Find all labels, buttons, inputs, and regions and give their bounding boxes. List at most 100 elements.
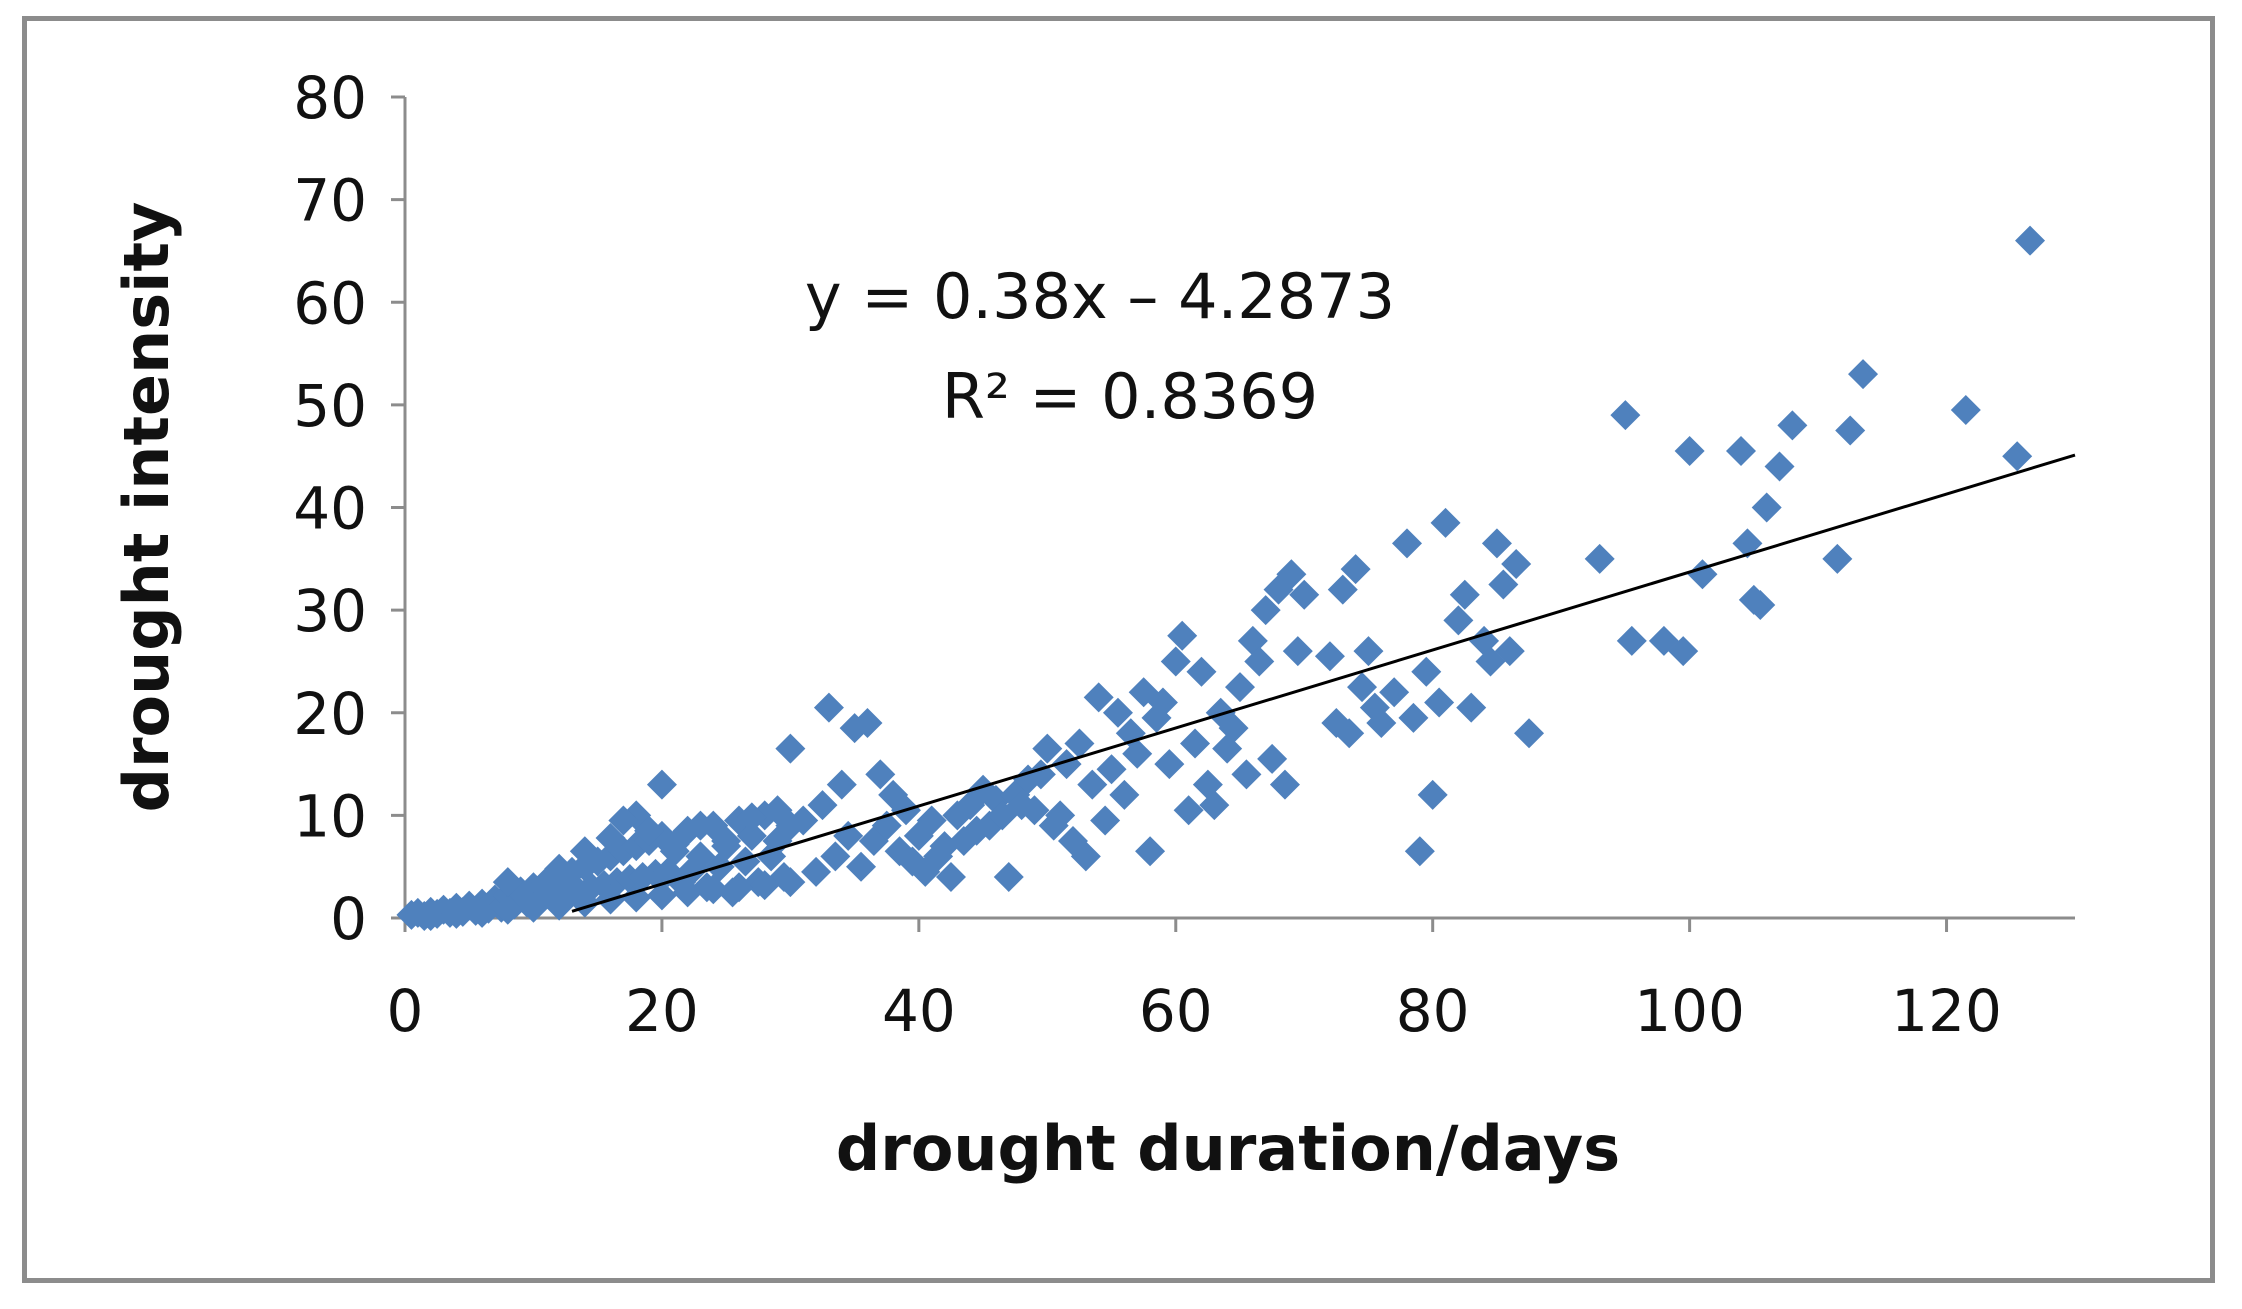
data-point	[749, 870, 780, 901]
data-point	[1327, 574, 1358, 605]
data-point	[1777, 410, 1808, 441]
data-point	[1674, 436, 1705, 467]
x-tick-label: 80	[1396, 977, 1470, 1045]
data-point	[1032, 733, 1063, 764]
x-tick-label: 20	[625, 977, 699, 1045]
data-point	[1199, 790, 1230, 821]
data-point	[518, 892, 549, 923]
data-point	[1404, 836, 1435, 867]
x-axis-title: drought duration/days	[836, 1112, 1620, 1185]
data-point	[1225, 672, 1255, 703]
x-tick-label: 0	[387, 977, 424, 1045]
data-point	[1135, 836, 1166, 867]
data-point	[762, 795, 793, 826]
data-point	[736, 802, 767, 833]
data-point	[935, 861, 966, 892]
data-point	[1109, 779, 1140, 810]
data-point	[1019, 795, 1050, 826]
data-point	[1077, 769, 1108, 800]
data-point	[1231, 759, 1262, 790]
data-point	[1186, 656, 1217, 687]
y-tick-label: 50	[293, 372, 367, 440]
data-point	[1289, 579, 1320, 610]
data-point	[1353, 636, 1384, 667]
data-point	[1051, 749, 1082, 780]
data-point	[1173, 795, 1204, 826]
data-point	[1250, 595, 1281, 626]
data-point	[1340, 554, 1371, 585]
data-point	[1160, 646, 1191, 677]
data-point	[1045, 800, 1076, 831]
data-point	[1745, 589, 1776, 620]
data-point	[1443, 605, 1474, 636]
data-point	[1616, 625, 1647, 656]
data-point	[852, 708, 883, 739]
data-point	[544, 890, 575, 921]
data-point	[807, 790, 838, 821]
data-point	[1398, 702, 1429, 733]
data-point	[1083, 682, 1114, 713]
x-tick-label: 100	[1634, 977, 1745, 1045]
y-tick-label: 0	[330, 885, 367, 953]
data-point	[1282, 636, 1313, 667]
data-point	[788, 805, 819, 836]
data-point	[1070, 841, 1101, 872]
data-point	[1147, 687, 1178, 718]
y-tick-label: 80	[293, 64, 367, 132]
data-point	[1218, 713, 1249, 744]
data-point	[1514, 718, 1545, 749]
data-point	[1668, 636, 1699, 667]
data-point	[1848, 359, 1879, 390]
y-tick-label: 70	[293, 167, 367, 235]
data-point	[467, 897, 498, 928]
data-point	[1334, 718, 1365, 749]
data-point	[1822, 543, 1853, 574]
data-point	[1366, 708, 1397, 739]
data-point	[1501, 548, 1532, 579]
data-point	[1950, 395, 1981, 426]
data-point	[441, 898, 472, 929]
y-axis-title: drought intensity	[110, 202, 183, 813]
data-point	[1122, 738, 1153, 769]
axis-labels: 0 10 20 30 40 50 60 70 80 0 20 40 60 80 100 120	[293, 64, 2002, 1045]
data-point	[1424, 687, 1455, 718]
data-point	[1180, 728, 1211, 759]
r-squared-label: R² = 0.8369	[942, 360, 1318, 433]
data-point	[916, 805, 947, 836]
data-point	[1314, 641, 1345, 672]
data-point	[1751, 492, 1782, 523]
data-point	[1276, 559, 1307, 590]
data-point	[2002, 441, 2033, 472]
data-point	[2015, 225, 2046, 256]
data-point	[1764, 451, 1795, 482]
trendline-equation: y = 0.38x – 4.2873	[805, 260, 1395, 333]
data-point	[1494, 636, 1525, 667]
data-point	[724, 872, 754, 903]
data-point	[736, 820, 767, 851]
data-point	[775, 733, 806, 764]
data-point	[492, 894, 523, 925]
data-point	[993, 861, 1024, 892]
data-point	[1102, 697, 1133, 728]
x-tick-label: 60	[1139, 977, 1213, 1045]
y-tick-label: 20	[293, 680, 367, 748]
data-point	[685, 810, 716, 841]
data-point	[711, 826, 742, 857]
y-tick-label: 30	[293, 577, 367, 645]
data-point	[698, 874, 729, 905]
data-point	[1379, 677, 1410, 708]
data-point	[1347, 672, 1378, 703]
trendline	[571, 453, 2076, 913]
data-point	[730, 846, 761, 877]
data-point	[1456, 692, 1487, 723]
data-point	[1411, 656, 1442, 687]
axes	[391, 95, 2075, 932]
data-point	[1430, 507, 1461, 538]
data-point	[1449, 579, 1480, 610]
y-tick-label: 10	[293, 782, 367, 850]
data-point	[659, 836, 690, 867]
trendline-line	[571, 453, 2076, 913]
x-tick-label: 40	[882, 977, 956, 1045]
data-point	[1392, 528, 1422, 559]
